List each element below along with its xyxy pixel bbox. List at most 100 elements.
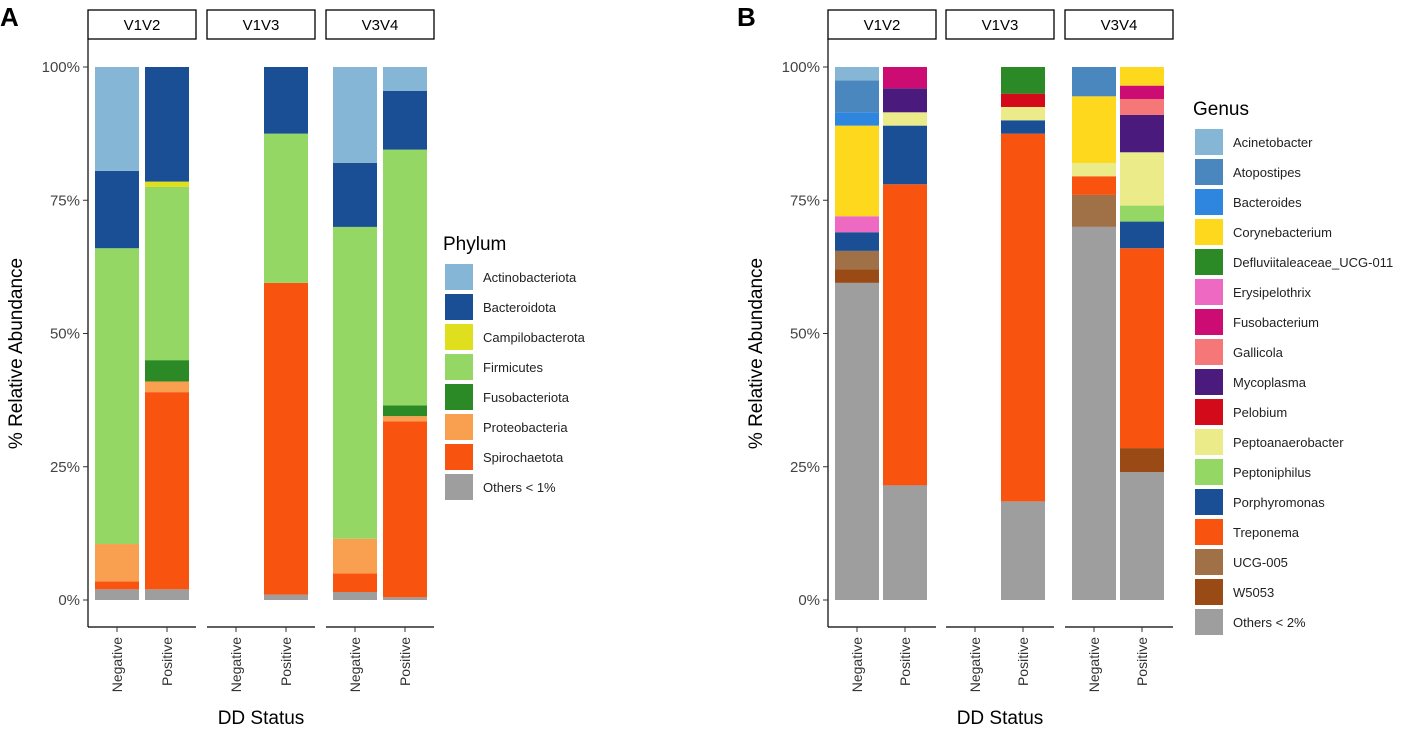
x-tick-label: Negative (967, 637, 983, 692)
bar-segment-treponema (1001, 133, 1045, 502)
legend-label: Others < 2% (1233, 615, 1306, 630)
y-tick-label: 75% (790, 192, 820, 209)
legend-key (1195, 219, 1223, 245)
x-tick-label: Negative (228, 637, 244, 692)
legend-label: Campilobacterota (483, 330, 586, 345)
facet-label: V1V3 (243, 17, 280, 34)
bar-segment-treponema (1072, 176, 1116, 195)
legend-label: Acinetobacter (1233, 135, 1313, 150)
x-axis-title: DD Status (957, 708, 1044, 729)
bar-segment-proteobacteria (333, 538, 377, 574)
bar-segment-gallicola (1120, 98, 1164, 115)
bar-segment-w5053 (835, 269, 879, 283)
facet-strip (945, 9, 1055, 40)
y-axis-title: % Relative Abundance (746, 258, 767, 449)
legend: Phylum Actinobacteriota Bacteroidota Campil… (443, 234, 586, 500)
legend-label: Mycoplasma (1233, 375, 1307, 390)
bar-segment-others-2- (835, 282, 879, 600)
legend-label: UCG-005 (1233, 555, 1288, 570)
bar-segment-others-1- (383, 597, 427, 600)
bar-segment-others-1- (333, 592, 377, 600)
legend-key (1195, 309, 1223, 335)
bar-segment-defluviitaleaceae-ucg-011 (1001, 67, 1045, 94)
bar-segment-spirochaetota (264, 282, 308, 595)
x-tick-label: Positive (159, 637, 175, 686)
legend-key (1195, 519, 1223, 545)
bar-segment-bacteroidota (95, 170, 139, 249)
bar-segment-firmicutes (383, 149, 427, 406)
legend-label: Peptoanaerobacter (1233, 435, 1344, 450)
facet-label: V1V2 (124, 17, 161, 34)
y-tick-label: 100% (42, 59, 80, 76)
legend: Genus Acinetobacter Atopostipes Bacteroides… (1193, 99, 1393, 635)
y-tick-label: 100% (782, 59, 820, 76)
legend-key (1195, 399, 1223, 425)
bar-segment-corynebacterium (1120, 67, 1164, 86)
bar-segment-others-1- (95, 589, 139, 600)
bar-segment-ucg-005 (1072, 194, 1116, 227)
bar-segment-bacteroidota (383, 90, 427, 150)
x-tick-label: Negative (347, 637, 363, 692)
legend-key (445, 324, 473, 350)
legend-label: Pelobium (1233, 405, 1287, 420)
panel-label: B (737, 2, 756, 32)
legend-key (1195, 339, 1223, 365)
bar-segment-others-2- (1120, 472, 1164, 600)
x-tick-label: Positive (397, 637, 413, 686)
bar-segment-bacteroidota (264, 67, 308, 134)
bar-segment-firmicutes (333, 226, 377, 539)
legend-label: Porphyromonas (1233, 495, 1325, 510)
bar-segment-porphyromonas (1120, 221, 1164, 249)
legend-key (445, 414, 473, 440)
x-tick-label: Negative (1086, 637, 1102, 692)
bar-segment-peptoanaerobacter (1072, 162, 1116, 177)
legend-key (1195, 579, 1223, 605)
legend-label: Atopostipes (1233, 165, 1301, 180)
facet-strip (1064, 9, 1174, 40)
facet-strip (206, 9, 316, 40)
bar-segment-atopostipes (835, 80, 879, 113)
panel-a: A V1V2 V1V3 V3V4 0% 25% 50% 75% 100% % Relative A… (0, 2, 586, 729)
legend-key (445, 354, 473, 380)
legend-key (1195, 129, 1223, 155)
bar-segment-bacteroidota (333, 162, 377, 227)
legend-label: Fusobacteriota (483, 390, 570, 405)
bar-segment-spirochaetota (333, 573, 377, 593)
facet-label: V1V3 (982, 17, 1019, 34)
bar-segment-corynebacterium (835, 125, 879, 217)
bar-segment-others-1- (264, 594, 308, 600)
bar-segment-proteobacteria (95, 544, 139, 582)
bar-segment-spirochaetota (145, 392, 189, 590)
bar-segment-proteobacteria (383, 416, 427, 422)
bar-segment-firmicutes (95, 248, 139, 545)
x-tick-label: Positive (897, 637, 913, 686)
x-tick-label: Positive (1015, 637, 1031, 686)
legend-key (1195, 459, 1223, 485)
bar-segment-acinetobacter (835, 67, 879, 81)
bar-segment-porphyromonas (835, 232, 879, 251)
bar-segment-corynebacterium (1072, 96, 1116, 163)
facet-strip (87, 9, 197, 40)
legend-key (1195, 249, 1223, 275)
panel-label: A (0, 2, 19, 32)
legend-label: Gallicola (1233, 345, 1284, 360)
legend-title: Genus (1193, 99, 1249, 120)
legend-label: Proteobacteria (483, 420, 568, 435)
y-tick-label: 50% (50, 326, 80, 343)
bar-segment-porphyromonas (883, 125, 927, 185)
bar-segment-erysipelothrix (835, 216, 879, 233)
y-tick-label: 25% (50, 459, 80, 476)
legend-label: Corynebacterium (1233, 225, 1332, 240)
facet-label: V3V4 (1101, 17, 1138, 34)
bar-segment-fusobacteriota (145, 360, 189, 382)
legend-key (1195, 159, 1223, 185)
legend-key (1195, 279, 1223, 305)
legend-title: Phylum (443, 234, 506, 255)
bar-segment-spirochaetota (95, 581, 139, 590)
bar-segment-peptoanaerobacter (1120, 152, 1164, 206)
legend-label: Others < 1% (483, 480, 556, 495)
legend-key (445, 264, 473, 290)
bar-segment-others-2- (1001, 501, 1045, 600)
bar-segment-others-1- (145, 589, 189, 600)
